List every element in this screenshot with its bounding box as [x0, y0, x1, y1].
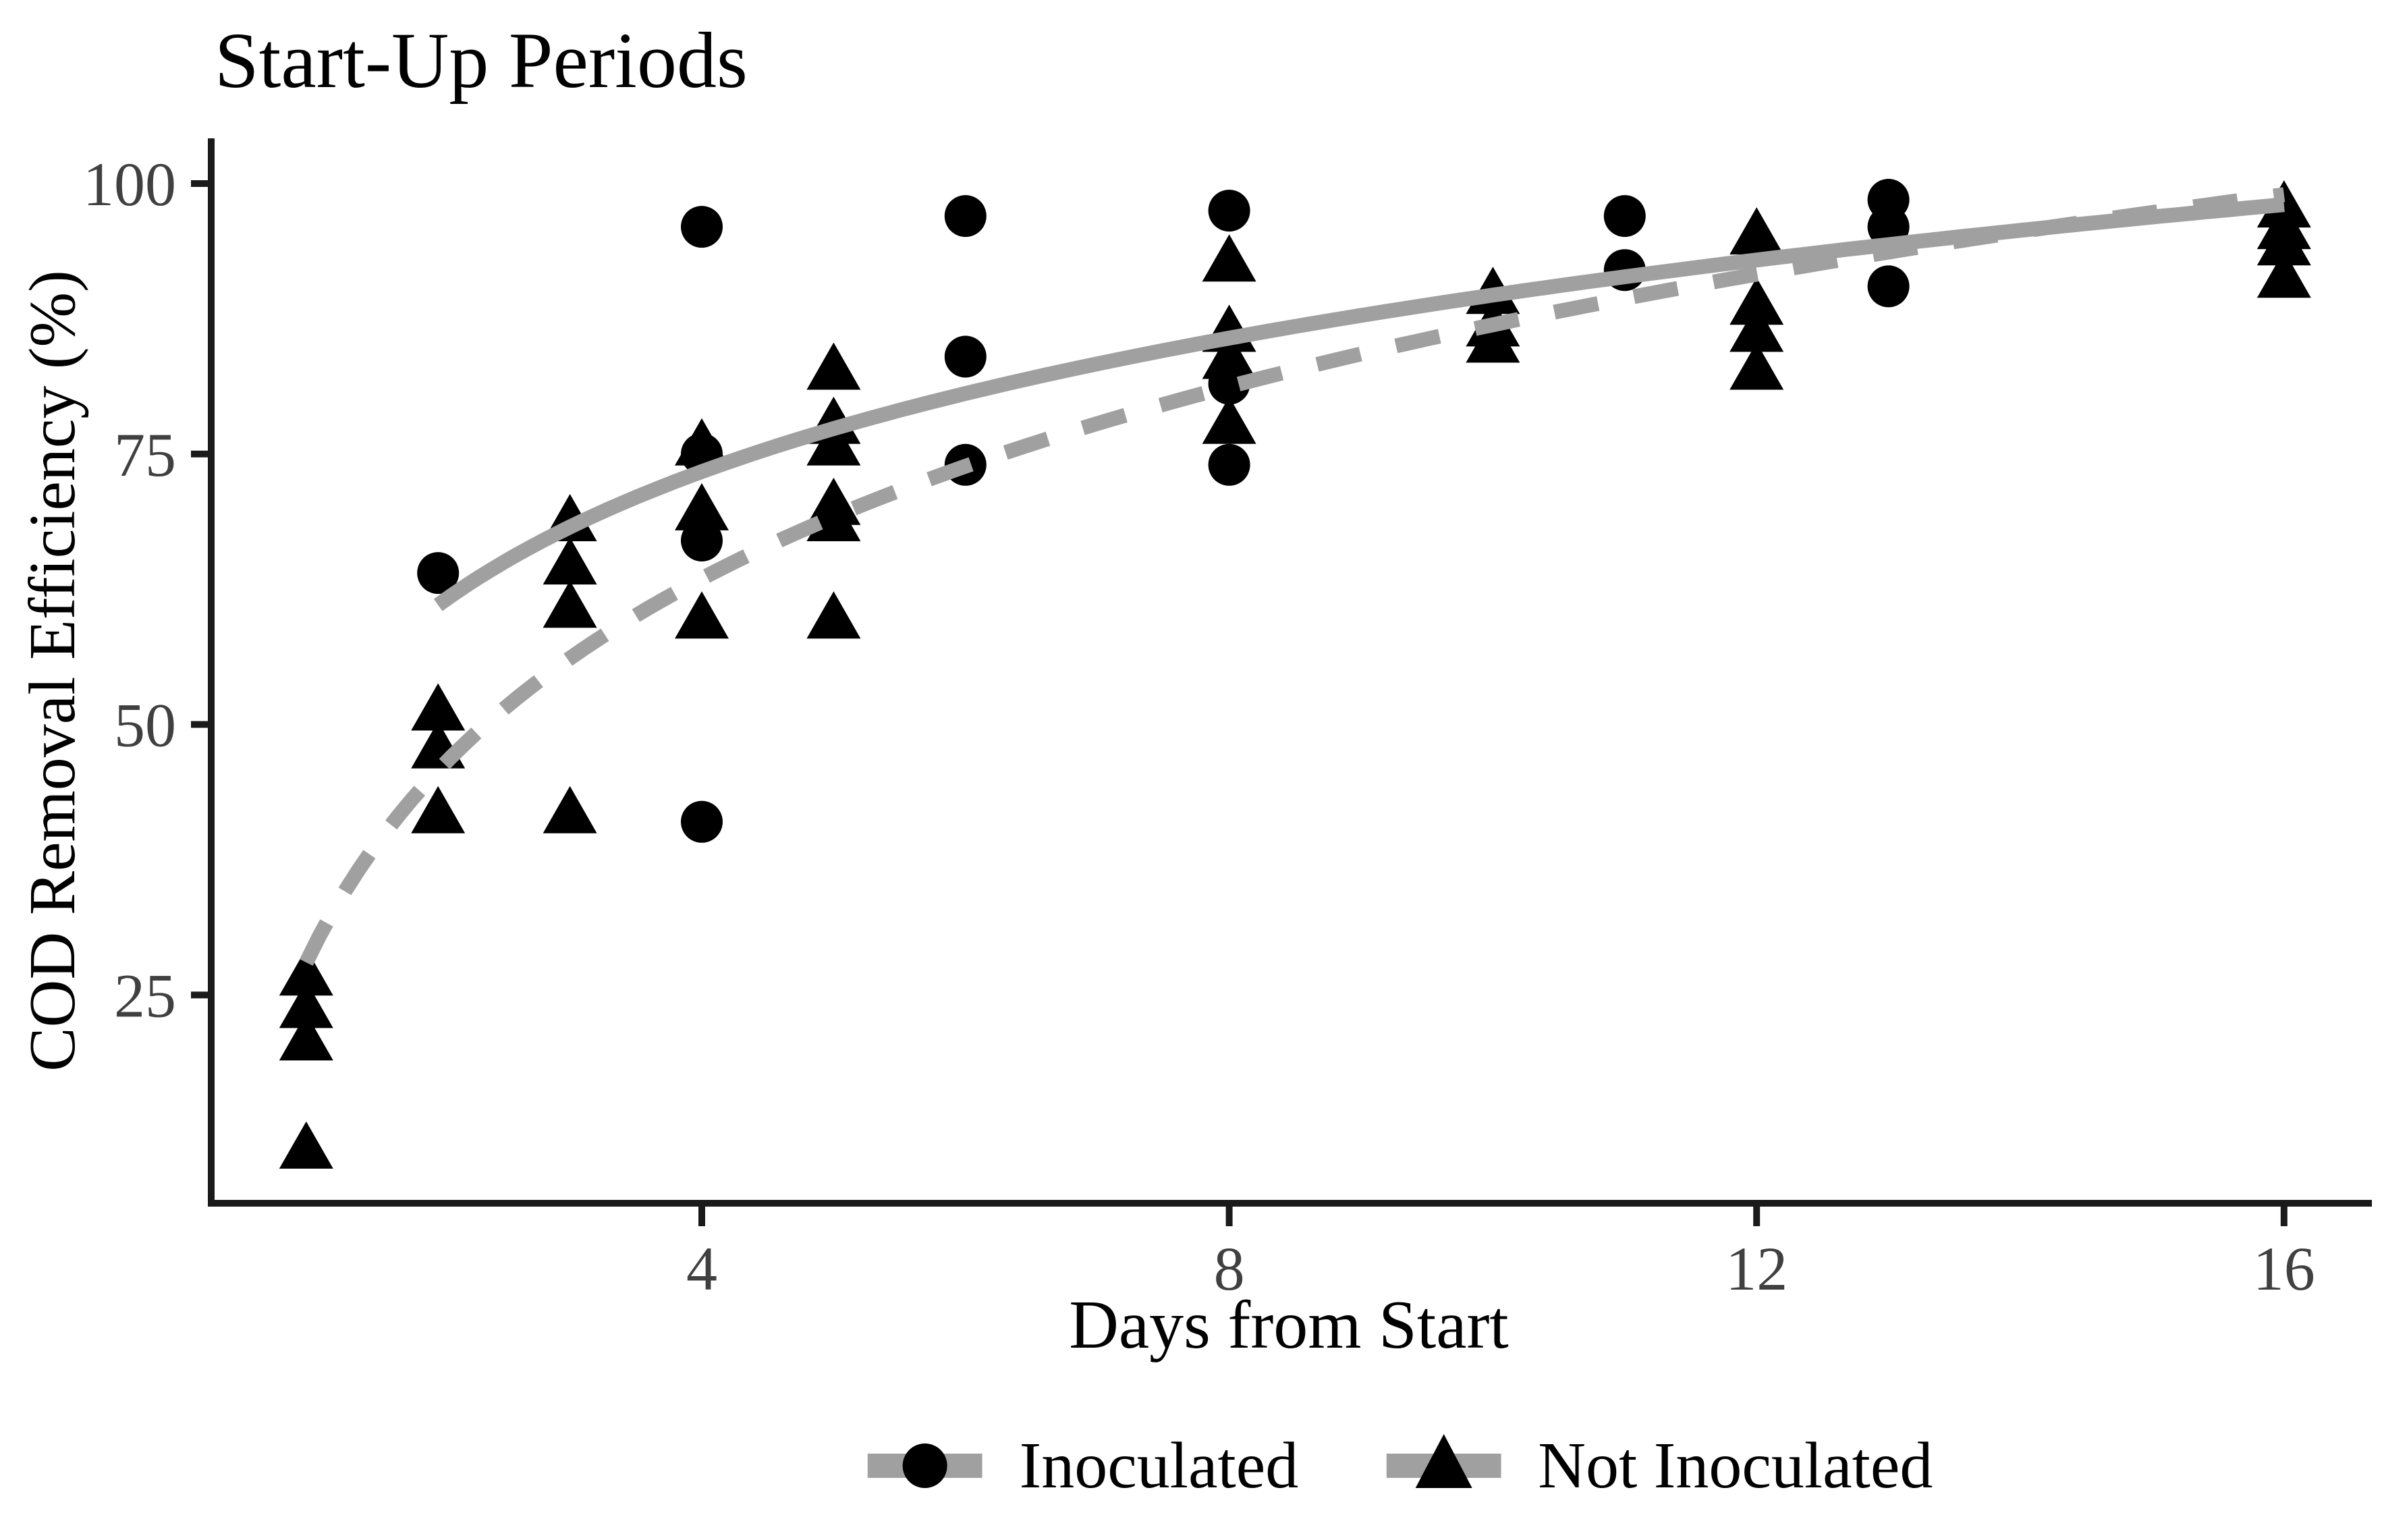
inoculated-point — [1603, 195, 1646, 238]
legend-item-not-inoculated: Not Inoculated — [1386, 1415, 1933, 1516]
not-inoculated-point — [2256, 218, 2311, 266]
x-axis-title: Days from Start — [1069, 1287, 1509, 1363]
not-inoculated-point — [411, 683, 466, 731]
not-inoculated-point — [411, 786, 466, 833]
y-tick-label: 75 — [114, 420, 176, 489]
not-inoculated-point — [2256, 250, 2311, 298]
not-inoculated-point — [1202, 331, 1256, 379]
y-tick-label: 25 — [114, 961, 176, 1030]
not-inoculated-point — [806, 591, 861, 639]
legend-key-circle-icon — [867, 1443, 982, 1488]
not-inoculated-point — [543, 786, 597, 833]
inoculated-point — [681, 800, 723, 843]
not-inoculated-point — [279, 1013, 333, 1061]
legend: Inoculated Not Inoculated — [867, 1415, 1933, 1516]
legend-key-triangle-icon — [1386, 1434, 1501, 1488]
not-inoculated-point — [543, 580, 597, 628]
not-inoculated-point — [1729, 277, 1784, 325]
not-inoculated-point — [543, 537, 597, 585]
not-inoculated-point — [1729, 304, 1784, 352]
not-inoculated-point — [675, 418, 729, 466]
not-inoculated-point — [279, 1121, 333, 1169]
x-tick-label: 16 — [2253, 1234, 2315, 1303]
inoculated-point — [1208, 190, 1250, 232]
inoculated-point — [1867, 265, 1910, 308]
y-tick-label: 100 — [83, 150, 176, 219]
inoculated-point — [1208, 443, 1250, 486]
inoculated-point — [944, 195, 987, 238]
not-inoculated-point — [1729, 207, 1784, 255]
not-inoculated-point — [675, 591, 729, 639]
not-inoculated-trend-line — [299, 187, 2286, 966]
not-inoculated-point — [279, 948, 333, 996]
legend-label-not-inoculated: Not Inoculated — [1538, 1429, 1933, 1502]
not-inoculated-point — [279, 981, 333, 1028]
inoculated-point — [944, 335, 987, 378]
not-inoculated-point — [1202, 396, 1256, 444]
x-tick-label: 8 — [1214, 1234, 1245, 1303]
not-inoculated-point — [1202, 234, 1256, 282]
legend-item-inoculated: Inoculated — [867, 1415, 1299, 1516]
legend-label-inoculated: Inoculated — [1019, 1429, 1299, 1502]
not-inoculated-point — [675, 483, 729, 530]
inoculated-point — [417, 552, 460, 595]
not-inoculated-point — [806, 342, 861, 390]
y-tick-label: 50 — [114, 691, 176, 760]
x-tick-label: 4 — [686, 1234, 717, 1303]
not-inoculated-point — [1466, 315, 1520, 363]
x-tick-label: 12 — [1725, 1234, 1788, 1303]
not-inoculated-point — [806, 418, 861, 466]
not-inoculated-point — [1729, 342, 1784, 390]
chart-title: Start-Up Periods — [215, 16, 748, 105]
inoculated-point — [681, 206, 723, 248]
